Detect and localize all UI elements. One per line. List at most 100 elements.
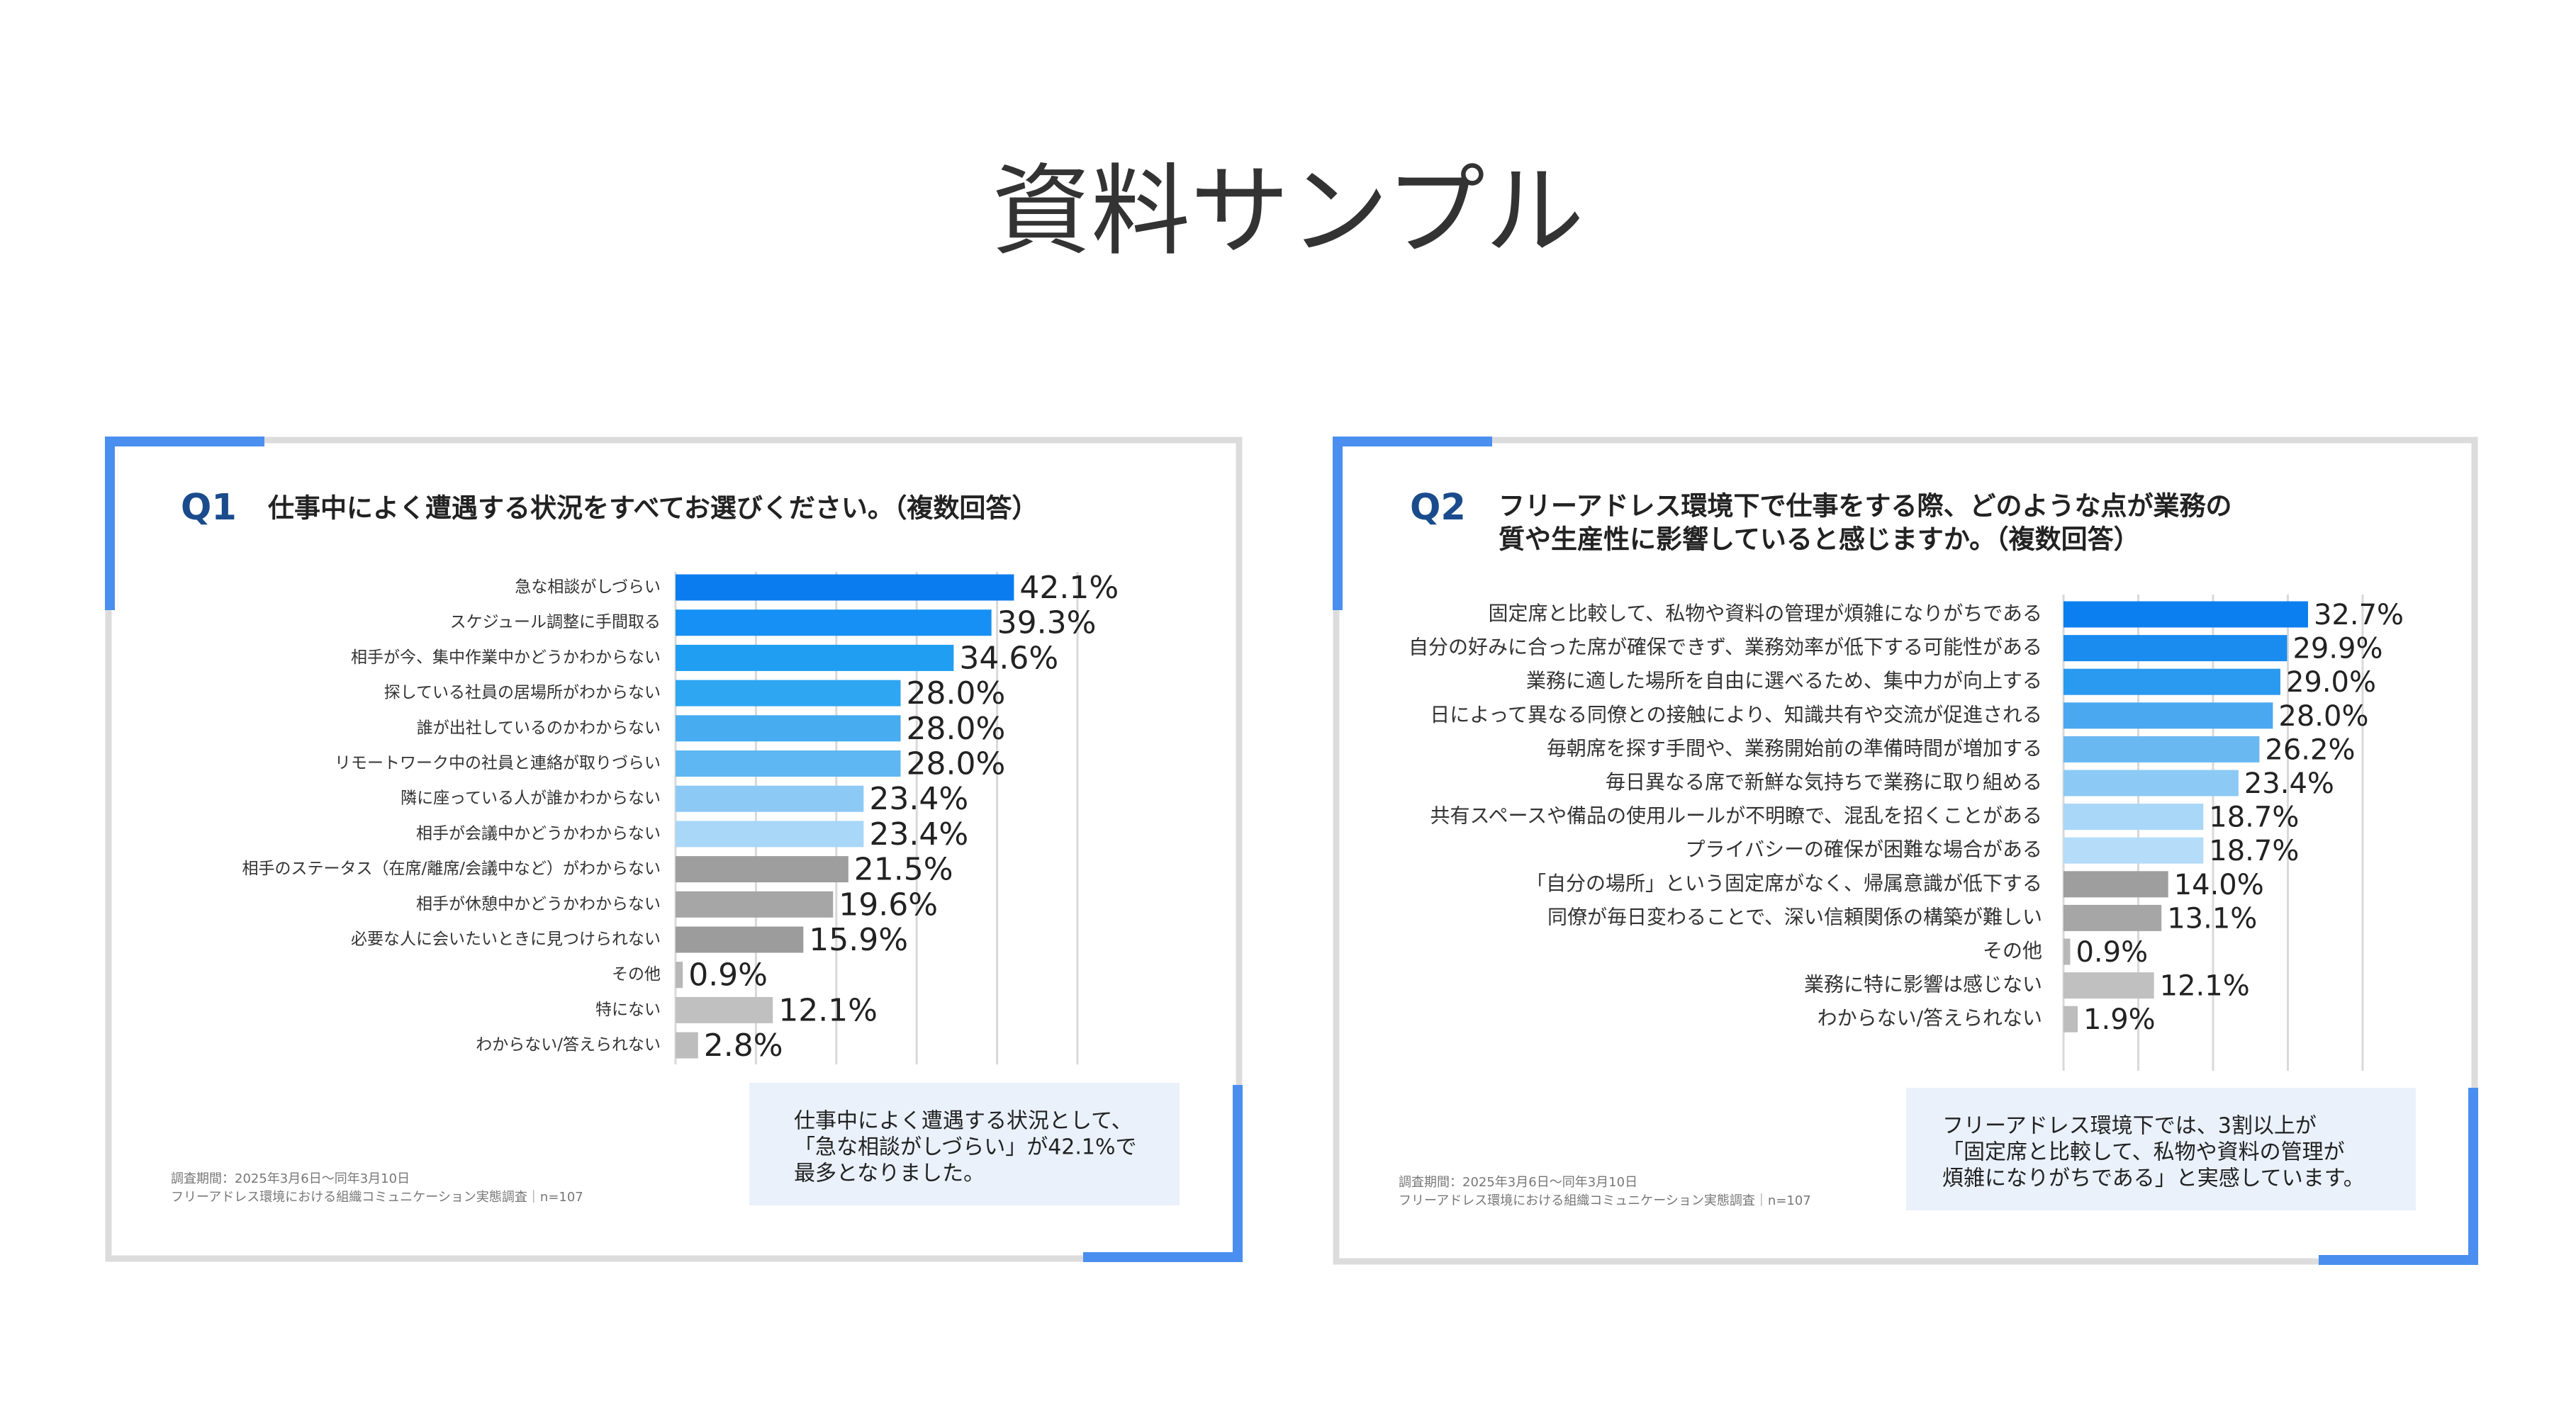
- value-label: 28.0%: [907, 711, 1006, 747]
- category-label: 毎日異なる席で新鮮な気持ちで業務に取り組める: [1606, 770, 2042, 794]
- bar: [676, 996, 773, 1023]
- accent: [2468, 1088, 2478, 1265]
- note-box: [1906, 1088, 2416, 1210]
- category-label: 毎朝席を探す手間や、業務開始前の準備時間が増加する: [1547, 736, 2042, 760]
- value-label: 2.8%: [704, 1028, 783, 1064]
- bar: [2063, 635, 2287, 662]
- value-label: 39.3%: [997, 605, 1097, 641]
- bar: [676, 821, 864, 848]
- category-label: その他: [612, 965, 661, 984]
- bar: [2063, 871, 2168, 898]
- bar: [2063, 804, 2204, 831]
- value-label: 34.6%: [959, 640, 1058, 676]
- note-box: [749, 1083, 1180, 1205]
- accent: [1333, 437, 1492, 446]
- accent: [2319, 1255, 2478, 1265]
- value-label: 0.9%: [2076, 936, 2148, 969]
- value-label: 42.1%: [1019, 570, 1119, 606]
- source-text: フリーアドレス環境における組織コミュニケーション実態調査｜n=107: [1399, 1193, 1811, 1208]
- value-label: 18.7%: [2209, 801, 2299, 834]
- note-text: 仕事中によく遭遇する状況として、: [794, 1109, 1133, 1134]
- bar: [676, 715, 901, 742]
- value-label: 15.9%: [809, 922, 908, 958]
- value-label: 21.5%: [854, 852, 953, 888]
- category-label: 必要な人に会いたいときに見つけられない: [351, 930, 661, 949]
- value-label: 0.9%: [688, 957, 768, 994]
- bar: [2063, 601, 2308, 628]
- accent: [1333, 437, 1343, 610]
- value-label: 23.4%: [869, 781, 968, 817]
- category-label: リモートワーク中の社員と連絡が取りづらい: [335, 754, 661, 772]
- bar: [2063, 736, 2260, 763]
- source-text: 調査期間：2025年3月6日〜同年3月10日: [1399, 1175, 1637, 1190]
- note-text: 煩雑になりがちである」と実感しています。: [1942, 1166, 2365, 1191]
- question-label: Q2: [1410, 487, 1466, 529]
- source-text: 調査期間：2025年3月6日〜同年3月10日: [171, 1171, 410, 1186]
- bar: [676, 750, 901, 777]
- category-label: 相手が休憩中かどうかわからない: [416, 895, 661, 913]
- page-title: 資料サンプル: [992, 154, 1584, 270]
- category-label: 「自分の場所」という固定席がなく、帰属意識が低下する: [1526, 872, 2042, 895]
- value-label: 1.9%: [2083, 1003, 2156, 1036]
- category-label: 探している社員の居場所がわからない: [384, 684, 661, 702]
- category-label: 特にない: [595, 1001, 661, 1019]
- bar: [676, 891, 834, 918]
- category-label: 相手が会議中かどうかわからない: [416, 824, 661, 843]
- category-label: 日によって異なる同僚との接触により、知識共有や交流が促進される: [1430, 703, 2042, 726]
- category-label: スケジュール調整に手間取る: [450, 613, 661, 631]
- value-label: 28.0%: [907, 746, 1006, 782]
- value-label: 13.1%: [2167, 902, 2257, 935]
- category-label: 固定席と比較して、私物や資料の管理が煩雑になりがちである: [1489, 602, 2042, 625]
- accent: [105, 437, 115, 610]
- category-label: 業務に特に影響は感じない: [1804, 973, 2042, 996]
- category-label: 誰が出社しているのかわからない: [417, 719, 661, 737]
- note-text: 「急な相談がしづらい」が42.1%で: [794, 1135, 1137, 1160]
- source-text: フリーアドレス環境における組織コミュニケーション実態調査｜n=107: [171, 1190, 583, 1205]
- question-label: Q1: [181, 487, 237, 529]
- bar: [676, 926, 804, 953]
- category-label: プライバシーの確保が困難な場合がある: [1686, 838, 2042, 861]
- bar: [2063, 837, 2204, 864]
- note-text: 最多となりました。: [794, 1161, 985, 1186]
- value-label: 23.4%: [2244, 767, 2334, 800]
- category-label: 隣に座っている人が誰かわからない: [401, 789, 661, 808]
- category-label: 同僚が毎日変わることで、深い信頼関係の構築が難しい: [1547, 905, 2042, 928]
- category-label: 急な相談がしづらい: [515, 578, 661, 597]
- value-label: 12.1%: [778, 992, 878, 1028]
- bar: [676, 680, 901, 707]
- bar: [2063, 770, 2239, 797]
- question-title: 仕事中によく遭遇する状況をすべてお選びください。（複数回答）: [268, 493, 1038, 524]
- question-title: フリーアドレス環境下で仕事をする際、どのような点が業務の: [1499, 491, 2232, 522]
- value-label: 18.7%: [2209, 835, 2299, 867]
- value-label: 29.0%: [2286, 666, 2376, 699]
- bar: [2063, 702, 2273, 729]
- category-label: わからない/答えられない: [476, 1036, 661, 1054]
- bar: [676, 962, 683, 989]
- bar: [676, 1032, 698, 1059]
- value-label: 26.2%: [2265, 733, 2355, 766]
- note-text: 「固定席と比較して、私物や資料の管理が: [1942, 1140, 2345, 1165]
- accent: [105, 437, 264, 446]
- category-label: 自分の好みに合った席が確保できず、業務効率が低下する可能性がある: [1409, 636, 2042, 659]
- note-text: フリーアドレス環境下では、3割以上が: [1942, 1114, 2317, 1139]
- value-label: 12.1%: [2160, 970, 2250, 1003]
- bar: [2063, 938, 2071, 965]
- category-label: その他: [1983, 939, 2042, 962]
- value-label: 32.7%: [2314, 599, 2404, 631]
- bar: [2063, 668, 2280, 695]
- bar: [2063, 904, 2162, 931]
- value-label: 29.9%: [2292, 633, 2382, 665]
- category-label: 相手のステータス（在席/離席/会議中など）がわからない: [242, 860, 661, 878]
- accent: [1083, 1252, 1243, 1262]
- bar: [676, 785, 864, 812]
- bar: [676, 856, 849, 883]
- question-title: 質や生産性に影響していると感じますか。（複数回答）: [1499, 524, 2140, 555]
- value-label: 23.4%: [869, 816, 968, 853]
- value-label: 14.0%: [2174, 869, 2264, 901]
- bar: [2063, 1006, 2078, 1032]
- bar: [676, 609, 992, 636]
- accent: [1233, 1085, 1243, 1262]
- bar: [2063, 972, 2154, 999]
